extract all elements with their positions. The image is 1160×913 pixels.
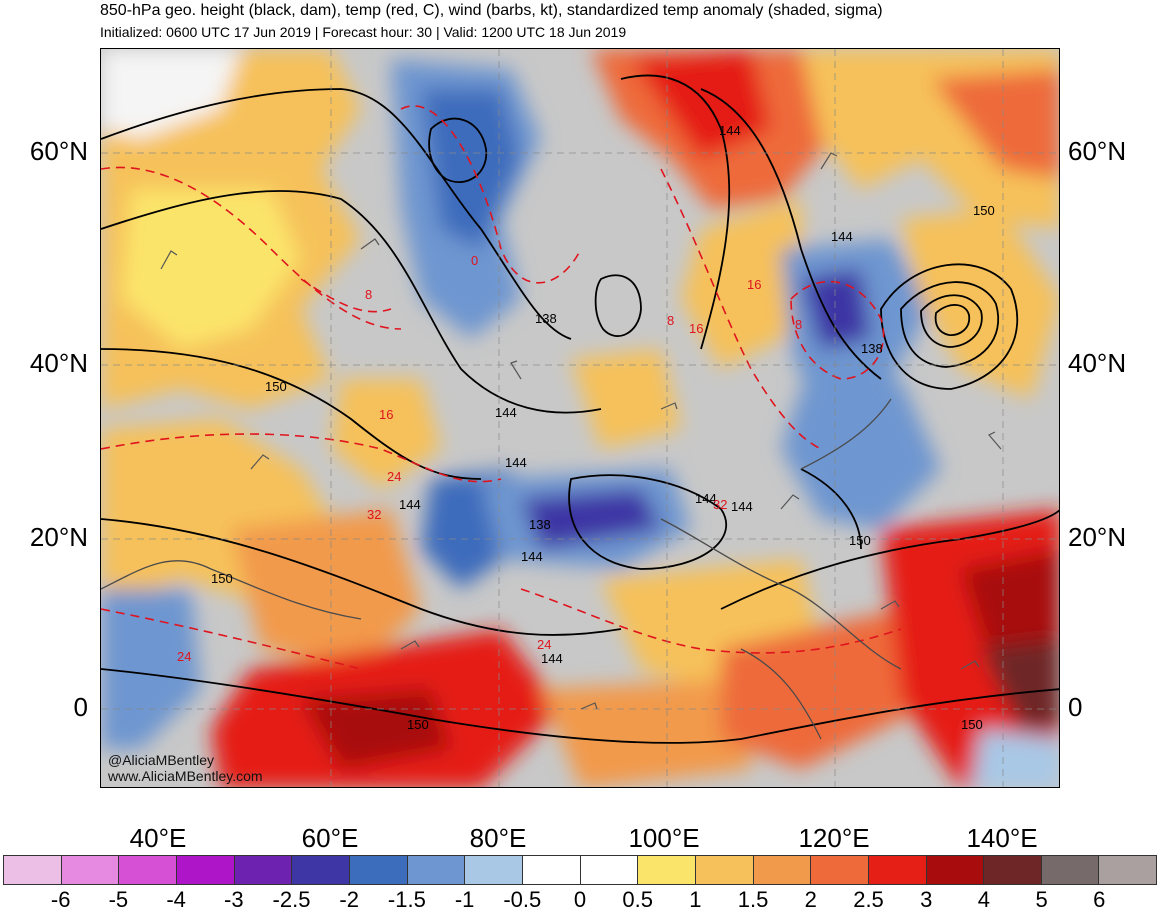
temp-label: 8 [795, 317, 802, 332]
colorbar-tick-label: -1 [454, 887, 475, 912]
colorbar-swatch [522, 856, 581, 884]
temp-label: 32 [713, 497, 727, 512]
colorbar-swatch [753, 856, 812, 884]
height-label: 144 [695, 491, 717, 506]
temp-contours [101, 105, 902, 670]
colorbar-tick-label: 4 [977, 887, 991, 912]
height-label: 138 [535, 311, 557, 326]
height-label: 150 [973, 203, 995, 218]
colorbar-swatch [119, 856, 177, 884]
colorbar-tick-label: 5 [1035, 887, 1048, 912]
temp-label: 16 [747, 277, 761, 292]
colorbar-swatch [407, 856, 466, 884]
colorbar-swatch [465, 856, 523, 884]
colorbar-swatch [349, 856, 408, 884]
colorbar-tick-label: 0.5 [622, 887, 653, 912]
temp-label: 8 [667, 313, 674, 328]
height-label: 144 [719, 123, 741, 138]
height-label: 144 [521, 549, 543, 564]
colorbar-tick-label: -2.5 [272, 887, 311, 912]
colorbar-swatch [234, 856, 293, 884]
height-label: 150 [407, 717, 429, 732]
colorbar-swatch [4, 856, 62, 884]
colorbar-swatch [1041, 856, 1100, 884]
lat-label-right: 60°N [1068, 136, 1127, 166]
temp-label: 0 [471, 253, 478, 268]
lon-label: 60°E [301, 823, 359, 853]
colorbar-swatch [868, 856, 927, 884]
colorbar-tick-label: 2 [804, 887, 817, 912]
colorbar-tick-label: 0 [573, 887, 587, 912]
colorbar-swatch [1099, 856, 1157, 884]
temp-label: 24 [177, 649, 191, 664]
height-label: 150 [265, 379, 287, 394]
chart-title: 850-hPa geo. height (black, dam), temp (… [100, 2, 883, 19]
colorbar-swatch [292, 856, 350, 884]
colorbar-tick-label: -3 [224, 887, 244, 912]
height-label: 144 [831, 229, 853, 244]
lat-label-right: 20°N [1068, 522, 1127, 552]
height-label: 150 [961, 717, 983, 732]
lat-label-left: 0 [73, 692, 88, 722]
lat-label-left: 40°N [29, 348, 88, 378]
colorbar [3, 855, 1157, 885]
height-label: 138 [861, 341, 883, 356]
height-contours [101, 74, 1059, 744]
lon-label: 80°E [469, 823, 527, 853]
height-label: 144 [731, 499, 753, 514]
colorbar-tick-label: -4 [166, 887, 186, 912]
colorbar-tick-label: -1.5 [387, 887, 426, 912]
chart-subtitle: Initialized: 0600 UTC 17 Jun 2019 | Fore… [100, 24, 627, 40]
colorbar-tick-label: 1 [689, 887, 702, 912]
temp-label: 32 [367, 507, 381, 522]
height-label: 144 [495, 405, 517, 420]
colorbar-tick-label: -5 [108, 887, 129, 912]
temp-label: 8 [365, 287, 372, 302]
lat-label-left: 60°N [29, 136, 88, 166]
height-label: 144 [505, 455, 527, 470]
lon-label: 100°E [628, 823, 700, 853]
colorbar-swatch [638, 856, 696, 884]
lat-label-right: 0 [1068, 692, 1083, 722]
temp-label: 24 [537, 637, 551, 652]
height-label: 150 [211, 571, 233, 586]
colorbar-swatch [811, 856, 869, 884]
lat-label-right: 40°N [1068, 348, 1127, 378]
lon-label: 140°E [966, 823, 1038, 853]
height-label: 144 [399, 497, 421, 512]
credit-website: www.AliciaMBentley.com [108, 768, 263, 784]
temp-label: 16 [689, 321, 703, 336]
credit-handle: @AliciaMBentley [108, 752, 215, 768]
height-label: 150 [849, 533, 871, 548]
contour-labels: 144 150 144 138 150 144 144 144 144 138 … [177, 123, 995, 732]
wind-barbs [160, 152, 1002, 710]
colorbar-tick-label: 3 [920, 887, 933, 912]
height-label: 144 [541, 651, 563, 666]
lon-label: 120°E [798, 823, 870, 853]
colorbar-swatch [176, 856, 235, 884]
colorbar-swatch [580, 856, 639, 884]
colorbar-swatch [984, 856, 1042, 884]
colorbar-swatch [926, 856, 985, 884]
colorbar-tick-label: 2.5 [853, 887, 884, 912]
temp-label: 24 [387, 469, 401, 484]
colorbar-tick-label: 1.5 [737, 887, 769, 912]
weather-map: 144 150 144 138 150 144 144 144 144 138 … [100, 48, 1060, 788]
colorbar-swatch [61, 856, 120, 884]
colorbar-tick-label: -0.5 [503, 887, 542, 912]
colorbar-tick-label: 6 [1093, 887, 1106, 912]
height-label: 138 [529, 517, 551, 532]
colorbar-swatch [695, 856, 754, 884]
lat-label-left: 20°N [29, 522, 88, 552]
coastlines [101, 398, 902, 740]
map-canvas: 144 150 144 138 150 144 144 144 144 138 … [101, 49, 1059, 787]
colorbar-tick-label: -2 [339, 887, 359, 912]
lon-label: 40°E [129, 823, 187, 853]
colorbar-tick-label: -6 [50, 887, 71, 912]
temp-label: 16 [379, 407, 393, 422]
